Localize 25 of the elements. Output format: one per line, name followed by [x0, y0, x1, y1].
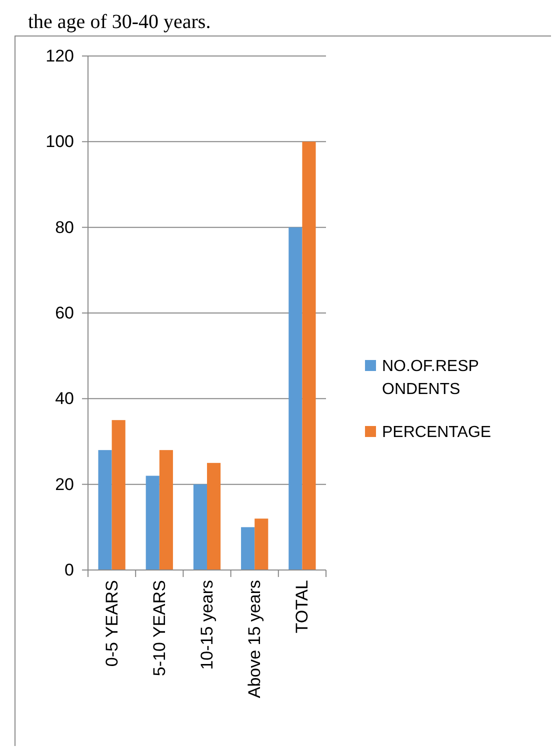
- legend-label: PERCENTAGE: [382, 424, 492, 440]
- y-tick-label: 60: [55, 304, 74, 322]
- legend-label: NO.OF.RESPONDENTS: [382, 358, 479, 398]
- x-tick-label: 10-15 years: [198, 580, 216, 670]
- bar: [98, 450, 112, 570]
- bar: [254, 518, 268, 570]
- x-tick-label: 5-10 YEARS: [150, 580, 169, 676]
- y-tick-label: 20: [55, 474, 74, 494]
- x-tick-label: TOTAL: [292, 580, 312, 634]
- x-tick-label: Above 15 years: [245, 580, 264, 698]
- y-tick-label: 120: [46, 46, 74, 66]
- y-tick-label: 0: [64, 560, 74, 580]
- bar: [241, 527, 255, 570]
- bar: [302, 142, 316, 570]
- bar: [207, 462, 221, 570]
- y-tick-label: 80: [55, 218, 74, 237]
- bar: [159, 450, 173, 570]
- x-tick-label: 0-5 YEARS: [102, 580, 122, 667]
- text: the age of 30-40 years.: [28, 11, 211, 33]
- bar: [112, 420, 126, 570]
- y-tick-label: 100: [46, 132, 74, 152]
- bar: [193, 484, 207, 570]
- bar: [288, 227, 302, 570]
- bar: [146, 476, 160, 570]
- y-tick-label: 40: [55, 389, 74, 408]
